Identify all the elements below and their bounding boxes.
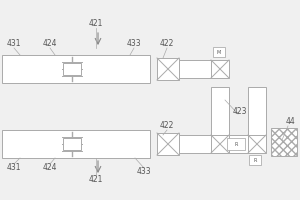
Bar <box>63 63 81 75</box>
Bar <box>157 133 179 155</box>
Text: R: R <box>253 158 257 162</box>
Bar <box>2 55 150 83</box>
Text: 421: 421 <box>89 20 103 28</box>
Bar <box>179 60 214 78</box>
Bar <box>213 47 225 57</box>
Text: 433: 433 <box>137 168 151 176</box>
Bar <box>248 135 266 153</box>
Bar <box>271 128 297 156</box>
Text: 422: 422 <box>160 40 174 48</box>
Text: 421: 421 <box>89 176 103 184</box>
Bar <box>248 87 266 144</box>
Bar <box>63 138 81 150</box>
Bar <box>2 130 150 158</box>
Text: 433: 433 <box>127 40 141 48</box>
Text: M: M <box>217 49 221 54</box>
Text: 423: 423 <box>233 108 247 116</box>
Text: 44: 44 <box>285 117 295 127</box>
Bar <box>157 58 179 80</box>
Text: R: R <box>234 142 238 146</box>
Text: 431: 431 <box>7 164 21 172</box>
Text: 424: 424 <box>43 164 57 172</box>
Bar <box>179 135 257 153</box>
Bar <box>227 138 245 150</box>
Bar <box>249 155 261 165</box>
Text: 431: 431 <box>7 40 21 48</box>
Bar <box>211 60 229 78</box>
Text: 422: 422 <box>160 121 174 130</box>
Bar <box>211 87 229 144</box>
Bar <box>211 135 229 153</box>
Text: 424: 424 <box>43 40 57 48</box>
